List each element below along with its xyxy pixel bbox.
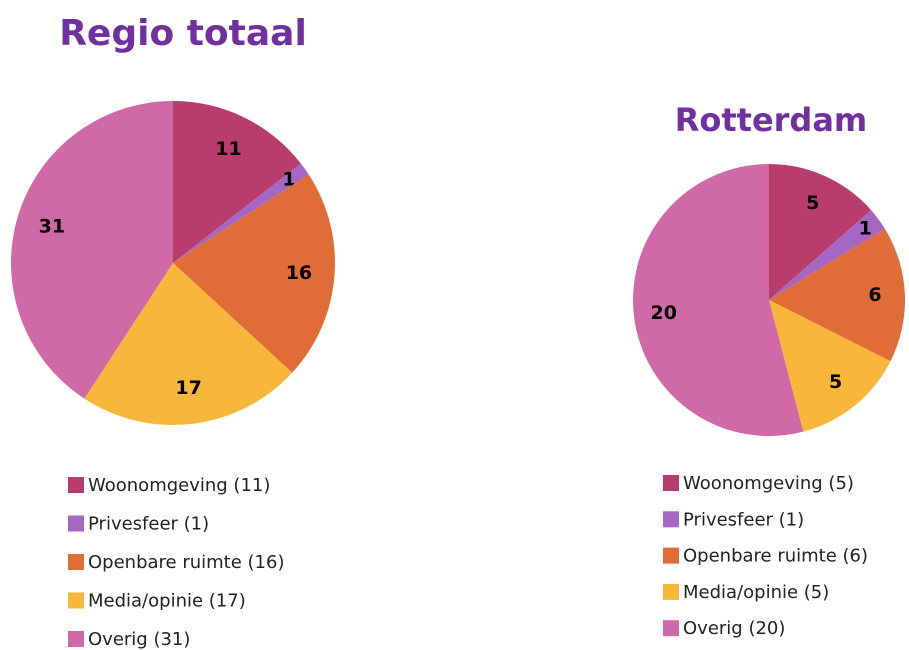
legend-swatch	[68, 554, 84, 570]
legend-swatch	[663, 547, 679, 564]
legend-swatch	[663, 583, 679, 600]
pie-slice	[769, 164, 872, 300]
legend-label: Woonomgeving (5)	[683, 473, 854, 494]
legend-swatch	[663, 620, 679, 637]
pie-slice	[769, 210, 885, 300]
data-label: 5	[829, 371, 842, 393]
pie-slice	[769, 228, 905, 362]
legend-label: Overig (20)	[683, 618, 785, 639]
legend-label: Woonomgeving (11)	[88, 475, 270, 496]
pie-slice	[633, 164, 804, 436]
data-label: 1	[859, 217, 872, 239]
legend-swatch	[68, 477, 84, 493]
pie-slice	[84, 263, 293, 425]
legend-swatch	[68, 515, 84, 532]
legend-label: Privesfeer (1)	[88, 514, 209, 535]
legend-swatch	[663, 475, 679, 491]
legend-label: Openbare ruimte (6)	[683, 546, 868, 567]
chart-title: Rotterdam	[675, 101, 868, 139]
data-label: 6	[868, 284, 881, 306]
legend-label: Media/opinie (5)	[683, 582, 829, 603]
pie-slice	[173, 174, 336, 373]
legend-swatch	[68, 592, 84, 609]
legend-label: Overig (31)	[88, 629, 190, 650]
legend-swatch	[663, 511, 679, 528]
data-label: 11	[215, 138, 241, 160]
legend-label: Openbare ruimte (16)	[88, 552, 284, 573]
pie-slice	[10, 100, 173, 399]
legend-label: Media/opinie (17)	[88, 591, 246, 612]
data-label: 31	[39, 215, 65, 237]
data-label: 17	[175, 377, 201, 399]
legend-swatch	[68, 631, 84, 647]
data-label: 20	[651, 302, 677, 324]
pie-slice	[173, 163, 309, 263]
data-label: 16	[286, 262, 312, 284]
chart-title: Regio totaal	[59, 13, 307, 54]
pie-slice	[173, 101, 301, 263]
pie-slice	[769, 300, 891, 432]
legend-label: Privesfeer (1)	[683, 509, 804, 530]
data-label: 5	[806, 192, 819, 214]
